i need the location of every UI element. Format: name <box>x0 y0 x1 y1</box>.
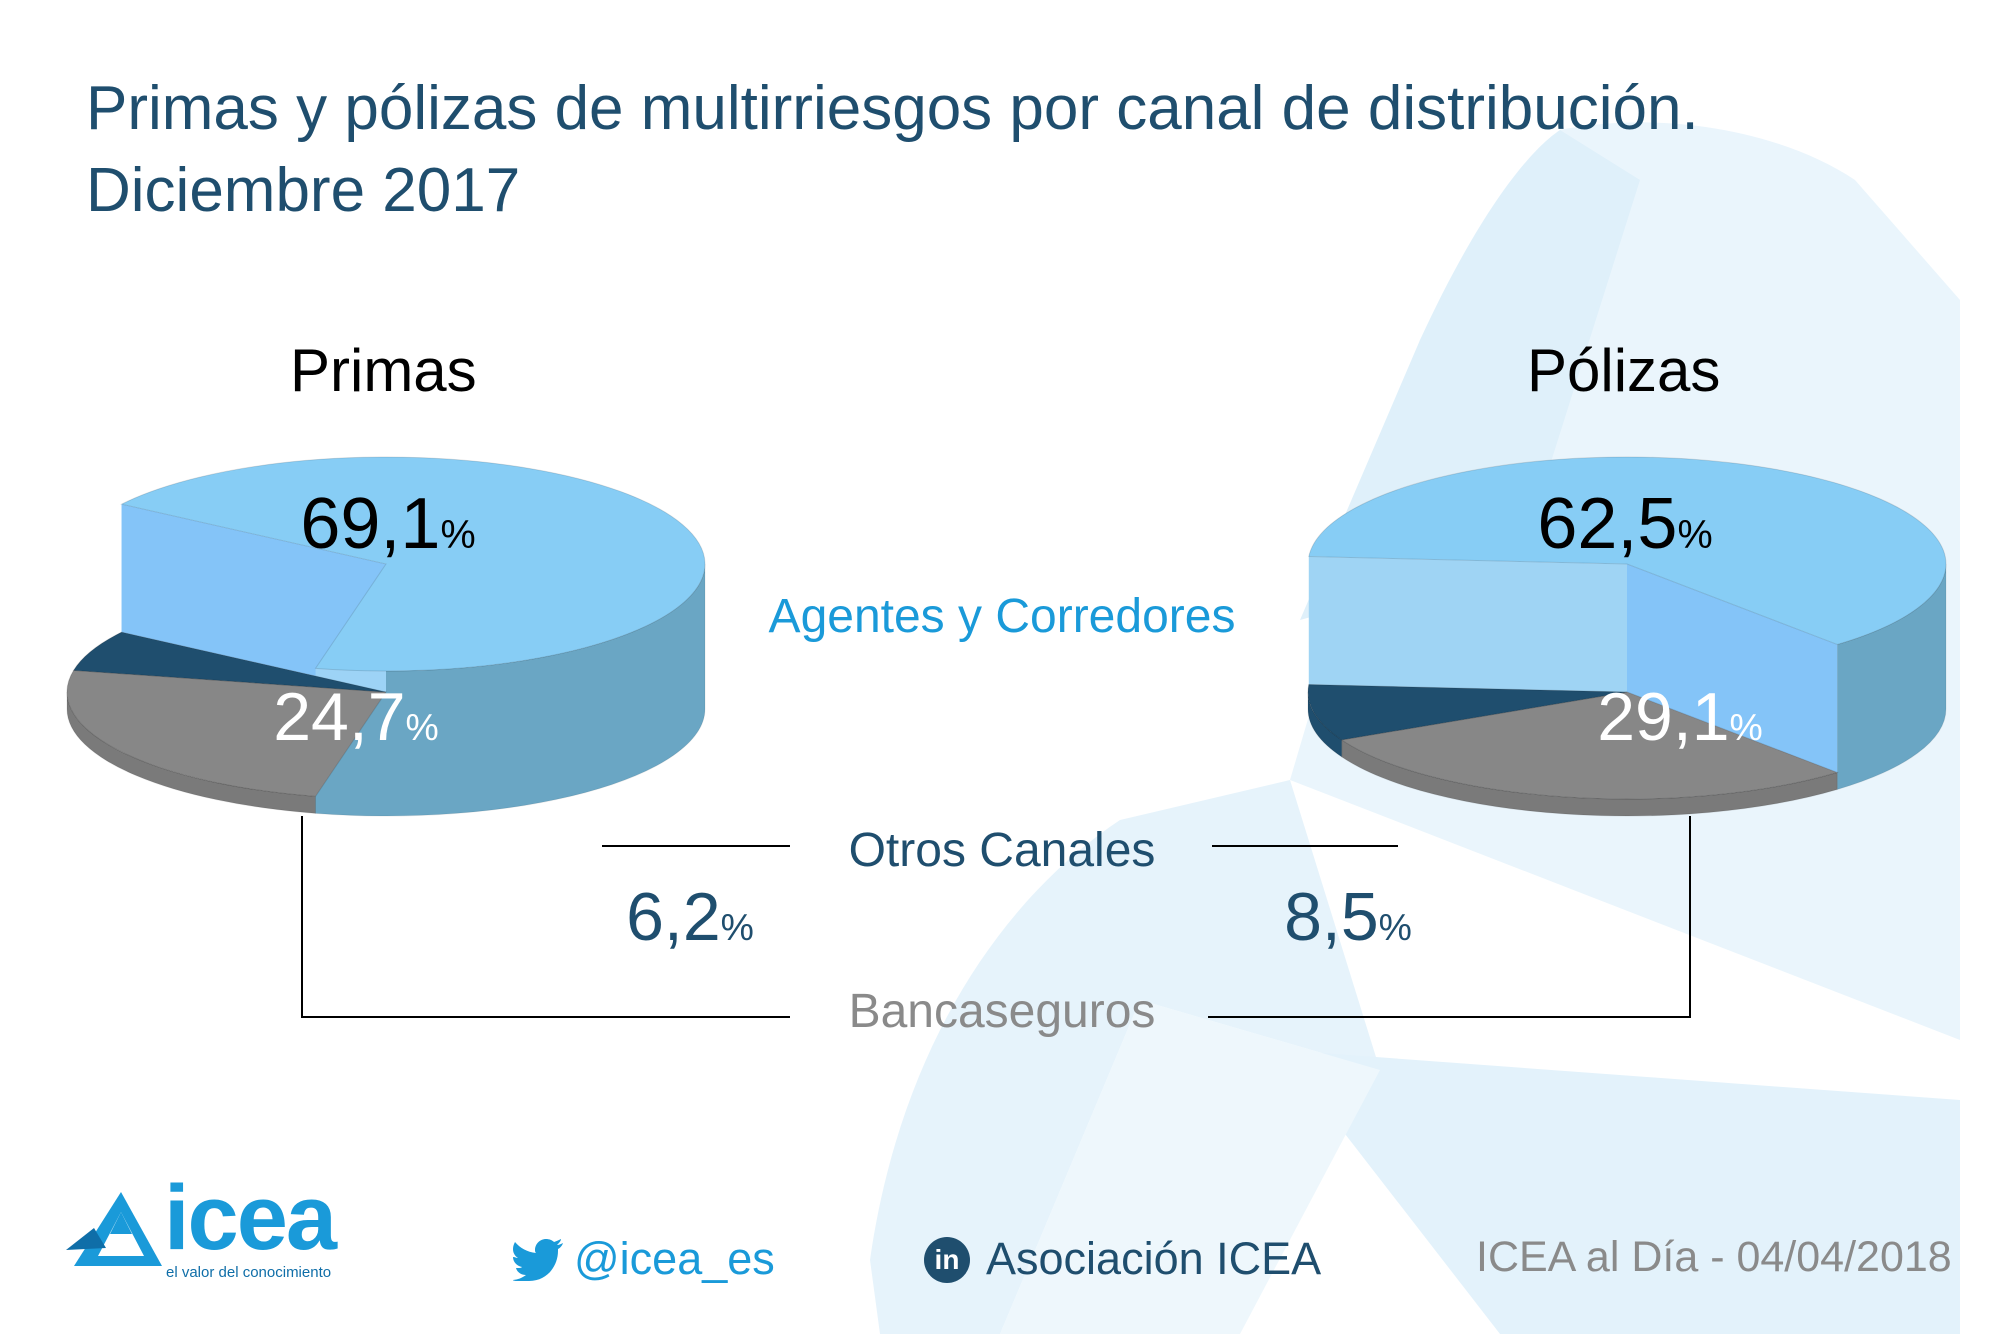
page-title: Primas y pólizas de multirriesgos por ca… <box>86 68 1699 232</box>
value-number-otros: 6,2 <box>626 879 721 955</box>
value-label-banca: 29,1% <box>1597 679 1763 755</box>
chart-title-primas: Primas <box>290 337 477 404</box>
twitter-handle[interactable]: @icea_es <box>574 1233 775 1284</box>
value-unit-agentes: % <box>1677 513 1712 557</box>
linkedin-name[interactable]: Asociación ICEA <box>986 1233 1322 1284</box>
slice-otros-top <box>72 631 387 693</box>
legend-otros-canales: Otros Canales <box>849 824 1156 877</box>
value-label-agentes: 62,5% <box>1537 484 1712 564</box>
pie-polizas: 62,5%29,1%8,5% <box>1284 456 1947 955</box>
value-unit-banca: % <box>1730 706 1763 748</box>
publication-date: ICEA al Día - 04/04/2018 <box>1476 1233 1952 1281</box>
logo-tagline: el valor del conocimiento <box>166 1264 332 1281</box>
logo-wordmark: icea <box>164 1167 337 1269</box>
value-unit-banca: % <box>406 706 439 748</box>
value-unit-agentes: % <box>440 513 475 557</box>
value-number-agentes: 62,5 <box>1537 484 1677 564</box>
pie-primas: 69,1%24,7%6,2% <box>66 456 754 955</box>
value-unit-otros: % <box>1379 906 1412 948</box>
legend-bancaseguros: Bancaseguros <box>849 985 1156 1038</box>
value-number-otros: 8,5 <box>1284 879 1379 955</box>
slice-agentes-top <box>1308 456 1947 646</box>
icea-triangle-logo-icon <box>66 1192 162 1266</box>
slice-banca-top <box>1340 691 1839 800</box>
slice-otros-top <box>1307 684 1628 741</box>
slice-agentes-wall-a <box>121 504 386 692</box>
value-label-otros: 6,2% <box>626 879 754 955</box>
value-label-agentes: 69,1% <box>300 484 475 564</box>
value-number-agentes: 69,1 <box>300 484 440 564</box>
value-unit-otros: % <box>721 906 754 948</box>
title-line-2: Diciembre 2017 <box>86 156 521 225</box>
value-number-banca: 24,7 <box>273 679 405 755</box>
value-label-banca: 24,7% <box>273 679 439 755</box>
linkedin-icon[interactable]: in <box>924 1237 970 1283</box>
slice-agentes-top <box>120 456 706 672</box>
twitter-bird-icon[interactable] <box>513 1237 565 1281</box>
value-label-otros: 8,5% <box>1284 879 1412 955</box>
slice-agentes-wall-b <box>1627 564 1838 773</box>
title-line-1: Primas y pólizas de multirriesgos por ca… <box>86 74 1699 143</box>
slice-banca-top <box>66 669 387 797</box>
connector-banca-polizas <box>1208 816 1691 1018</box>
chart-title-polizas: Pólizas <box>1527 337 1721 404</box>
value-number-banca: 29,1 <box>1597 679 1729 755</box>
linkedin-badge-text: in <box>934 1244 960 1275</box>
icea-logo: icea el valor del conocimiento <box>66 1167 396 1283</box>
legend-agentes-y-corredores: Agentes y Corredores <box>769 590 1236 643</box>
slice-agentes-wall-a <box>1308 556 1627 692</box>
connector-banca-primas <box>301 816 790 1018</box>
